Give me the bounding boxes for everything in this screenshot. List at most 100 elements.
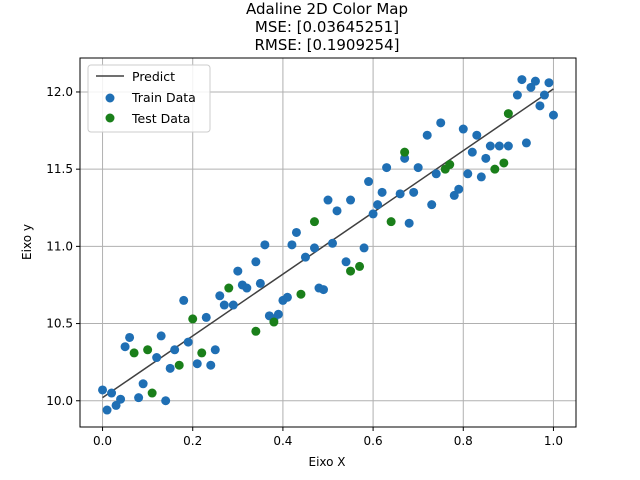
train-data-point [346, 195, 356, 205]
train-data-point [287, 240, 297, 250]
y-tick-label: 10.0 [46, 394, 73, 408]
test-data-point [224, 283, 234, 293]
train-data-point [485, 141, 495, 151]
train-data-point [544, 78, 554, 88]
train-data-point [206, 360, 216, 370]
test-data-point [143, 345, 153, 355]
train-data-point [517, 75, 527, 85]
train-data-point [179, 295, 189, 305]
train-data-point [152, 353, 162, 363]
train-data-point [260, 240, 270, 250]
train-data-point [413, 163, 423, 173]
train-data-point [377, 187, 387, 197]
plot-frame [79, 57, 577, 428]
train-data-point [472, 130, 482, 140]
train-data-point [463, 169, 473, 179]
train-data-point [539, 90, 549, 100]
test-data-point [174, 360, 184, 370]
legend-test-swatch [105, 113, 115, 123]
train-data-point [454, 184, 464, 194]
train-data-point [400, 153, 410, 163]
train-data-point [309, 243, 319, 253]
test-data-point [251, 326, 261, 336]
test-data-point [355, 261, 365, 271]
train-data-point [449, 190, 459, 200]
train-data-point [404, 218, 414, 228]
train-data-point [102, 405, 112, 415]
train-data-point [138, 379, 148, 389]
train-data-point [535, 101, 545, 111]
test-data-point [346, 266, 356, 276]
y-axis-ticks: 10.0 10.5 11.0 11.5 12.0 [46, 85, 80, 408]
test-data-point [445, 160, 455, 170]
plot-data [98, 75, 558, 415]
test-data-point [309, 217, 319, 227]
x-tick-label: 0.6 [364, 434, 383, 448]
train-data-point [291, 227, 301, 237]
title-line-2: MSE: [0.03645251] [255, 18, 399, 36]
train-data-point [242, 283, 252, 293]
predict-line [102, 88, 554, 399]
x-tick-label: 0.2 [183, 434, 202, 448]
train-data-point [219, 300, 229, 310]
x-axis-label: Eixo X [308, 455, 345, 469]
x-tick-label: 0.4 [273, 434, 292, 448]
y-tick-label: 12.0 [46, 85, 73, 99]
title-line-3: RMSE: [0.1909254] [254, 36, 399, 54]
train-data-point [201, 312, 211, 322]
train-data-point [210, 345, 220, 355]
test-data-point [188, 314, 198, 324]
train-data-point [476, 172, 486, 182]
train-data-point [503, 141, 513, 151]
train-data-point [282, 292, 292, 302]
train-data-point [318, 285, 328, 295]
y-axis-label: Eixo y [20, 224, 34, 260]
test-data-point [147, 388, 157, 398]
train-data-point [341, 257, 351, 267]
train-data-point [98, 385, 108, 395]
train-data-point [328, 238, 338, 248]
train-data-point [359, 243, 369, 253]
train-data-point [300, 252, 310, 262]
train-data-point [161, 396, 171, 406]
train-data-point [422, 130, 432, 140]
train-data-point [228, 300, 238, 310]
title-line-1: Adaline 2D Color Map [246, 0, 408, 18]
train-data-point [494, 141, 504, 151]
train-data-point [116, 394, 126, 404]
train-data-point [467, 147, 477, 157]
train-data-point [255, 278, 265, 288]
x-axis-ticks: 0.0 0.2 0.4 0.6 0.8 1.0 [93, 427, 563, 448]
train-data-point [364, 177, 374, 187]
train-data-point [332, 206, 342, 216]
train-data-point [183, 337, 193, 347]
train-data-point [368, 209, 378, 219]
test-data-point [490, 164, 500, 174]
train-data-point [156, 331, 166, 341]
train-data-point [409, 187, 419, 197]
train-data-point [521, 138, 531, 148]
train-data-point [215, 291, 225, 301]
test-data-point [269, 317, 279, 327]
train-data-point [273, 309, 283, 319]
legend-box [87, 64, 211, 133]
train-data-point [431, 169, 441, 179]
legend: Predict Train Data Test Data [87, 64, 211, 133]
y-tick-label: 10.5 [46, 317, 73, 331]
test-data-point [499, 158, 509, 168]
test-data-point [400, 147, 410, 157]
test-data-point [129, 348, 139, 358]
train-data-point [481, 153, 491, 163]
train-data-point [436, 118, 446, 128]
x-tick-label: 1.0 [544, 434, 563, 448]
legend-train-label: Train Data [131, 90, 196, 105]
train-data-point [530, 76, 540, 86]
train-data-point [323, 195, 333, 205]
y-tick-label: 11.5 [46, 162, 73, 176]
train-data-point [548, 110, 558, 120]
train-data-point [111, 400, 121, 410]
train-data-point [233, 266, 243, 276]
train-data-point [251, 257, 261, 267]
x-tick-label: 0.0 [93, 434, 112, 448]
